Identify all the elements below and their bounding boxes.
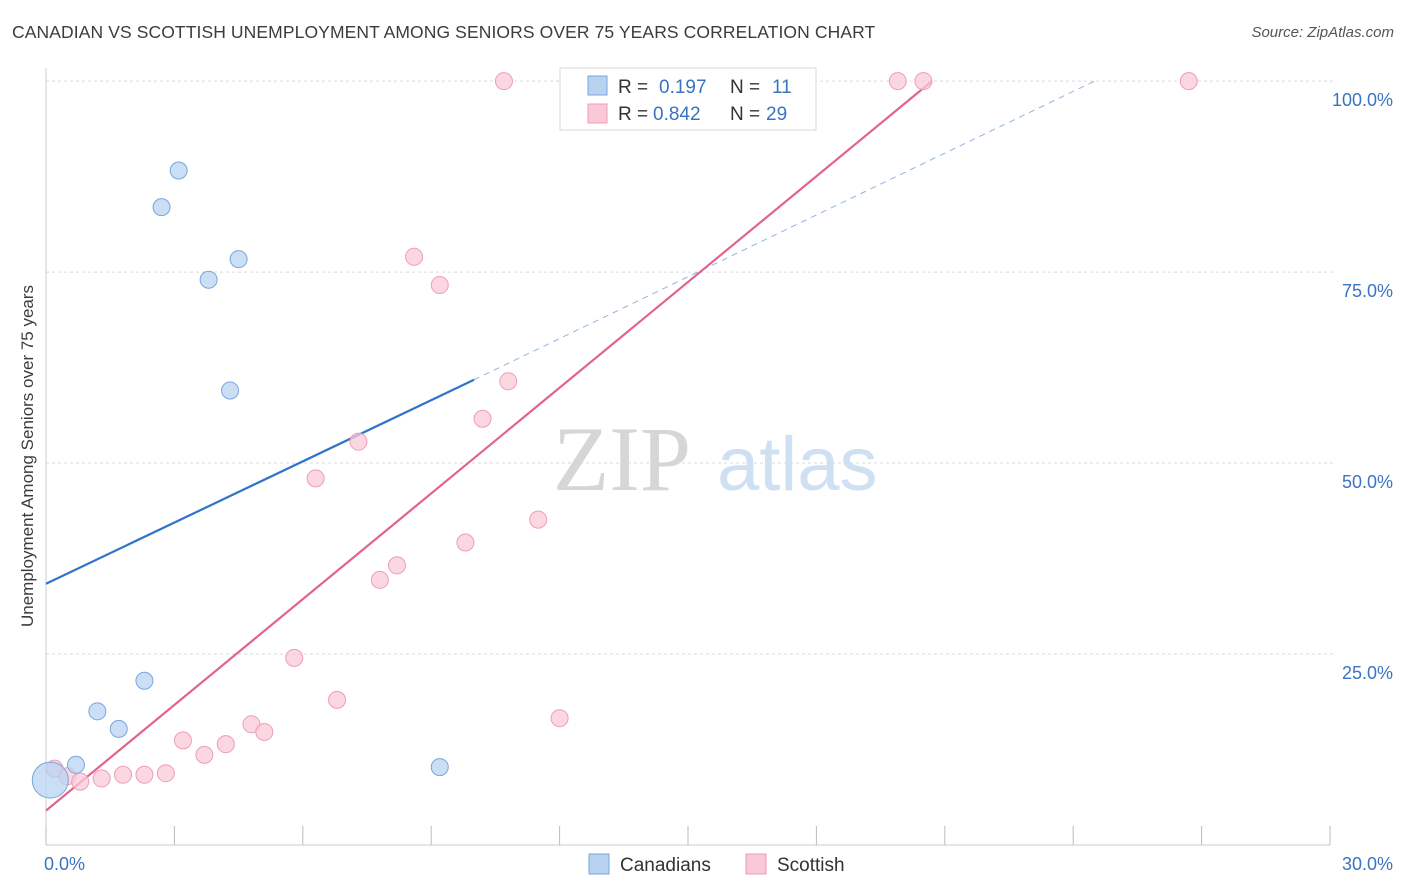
y-tick-75: 75.0% (1342, 281, 1393, 301)
y-tick-labels: 25.0% 50.0% 75.0% 100.0% (1332, 90, 1393, 683)
canadians-point-7 (199, 270, 218, 289)
scottish-point-9 (216, 735, 235, 754)
scottish-point-28 (914, 72, 933, 91)
scottish-point-7 (173, 731, 192, 750)
legend-n-value-canadians: 11 (772, 77, 792, 98)
series-legend: Canadians Scottish (588, 853, 845, 876)
scottish-trend-line (45, 80, 933, 812)
grid-lines (46, 80, 1334, 655)
bottom-legend-scottish: Scottish (777, 855, 845, 876)
bottom-legend-swatch-canadians (588, 853, 610, 875)
canadians-point-1 (66, 755, 85, 774)
canadians-point-10 (430, 758, 449, 777)
scottish-point-11 (255, 722, 274, 741)
trend-lines (45, 80, 1095, 812)
canadians-point-2 (88, 702, 107, 721)
x-tick-max: 30.0% (1342, 854, 1393, 874)
canadians-point-5 (152, 198, 171, 217)
watermark-atlas: atlas (717, 422, 878, 507)
scottish-point-6 (156, 764, 175, 783)
legend-swatch-canadians (587, 75, 608, 96)
legend-r-value-canadians: 0.197 (659, 77, 707, 98)
scottish-point-5 (135, 765, 154, 784)
scottish-point-4 (114, 765, 133, 784)
data-points (31, 72, 1198, 799)
scottish-point-24 (529, 510, 548, 529)
legend-n-label-canadians: N = (730, 77, 760, 98)
canadians-point-8 (221, 381, 240, 400)
scottish-point-20 (456, 533, 475, 552)
watermark: ZIP atlas (553, 408, 878, 510)
legend-n-label-scottish: N = (730, 104, 760, 125)
legend-r-label-canadians: R = (618, 77, 648, 98)
scottish-point-14 (328, 690, 347, 709)
scottish-point-18 (405, 247, 424, 266)
correlation-legend: R = 0.197 N = 11 R = 0.842 N = 29 (559, 67, 817, 131)
scottish-point-22 (494, 72, 513, 91)
watermark-zip: ZIP (553, 408, 691, 510)
scottish-point-27 (888, 72, 907, 91)
y-axis-label: Unemployment Among Seniors over 75 years (18, 285, 37, 627)
chart-source: Source: ZipAtlas.com (1251, 24, 1394, 41)
canadians-point-3 (109, 719, 128, 738)
canadians-point-9 (229, 250, 248, 269)
canadians-trend-line (45, 378, 475, 585)
scottish-point-13 (306, 469, 325, 488)
canadians-point-0 (31, 761, 69, 799)
scottish-point-2 (71, 772, 90, 791)
chart-title: CANADIAN VS SCOTTISH UNEMPLOYMENT AMONG … (12, 22, 876, 42)
canadians-trend-extension (473, 80, 1095, 381)
canadians-point-6 (169, 161, 188, 180)
bottom-legend-canadians: Canadians (620, 855, 711, 876)
legend-r-value-scottish: 0.842 (653, 104, 701, 125)
y-tick-50: 50.0% (1342, 472, 1393, 492)
scottish-point-25 (550, 709, 569, 728)
scottish-point-8 (195, 745, 214, 764)
scottish-point-15 (349, 432, 368, 451)
legend-r-label-scottish: R = (618, 104, 648, 125)
scottish-point-19 (430, 276, 449, 295)
y-tick-25: 25.0% (1342, 663, 1393, 683)
legend-swatch-scottish (587, 103, 608, 124)
axes (45, 68, 1331, 846)
scottish-point-12 (285, 648, 304, 667)
canadians-point-4 (135, 671, 154, 690)
bottom-legend-swatch-scottish (745, 853, 767, 875)
scottish-point-21 (473, 409, 492, 428)
legend-n-value-scottish: 29 (766, 104, 787, 125)
scottish-point-16 (370, 570, 389, 589)
x-tick-min: 0.0% (44, 854, 85, 874)
scottish-point-17 (387, 556, 406, 575)
scottish-point-23 (499, 372, 518, 391)
scottish-point-3 (92, 769, 111, 788)
scottish-point-29 (1179, 72, 1198, 91)
y-tick-100: 100.0% (1332, 90, 1393, 110)
